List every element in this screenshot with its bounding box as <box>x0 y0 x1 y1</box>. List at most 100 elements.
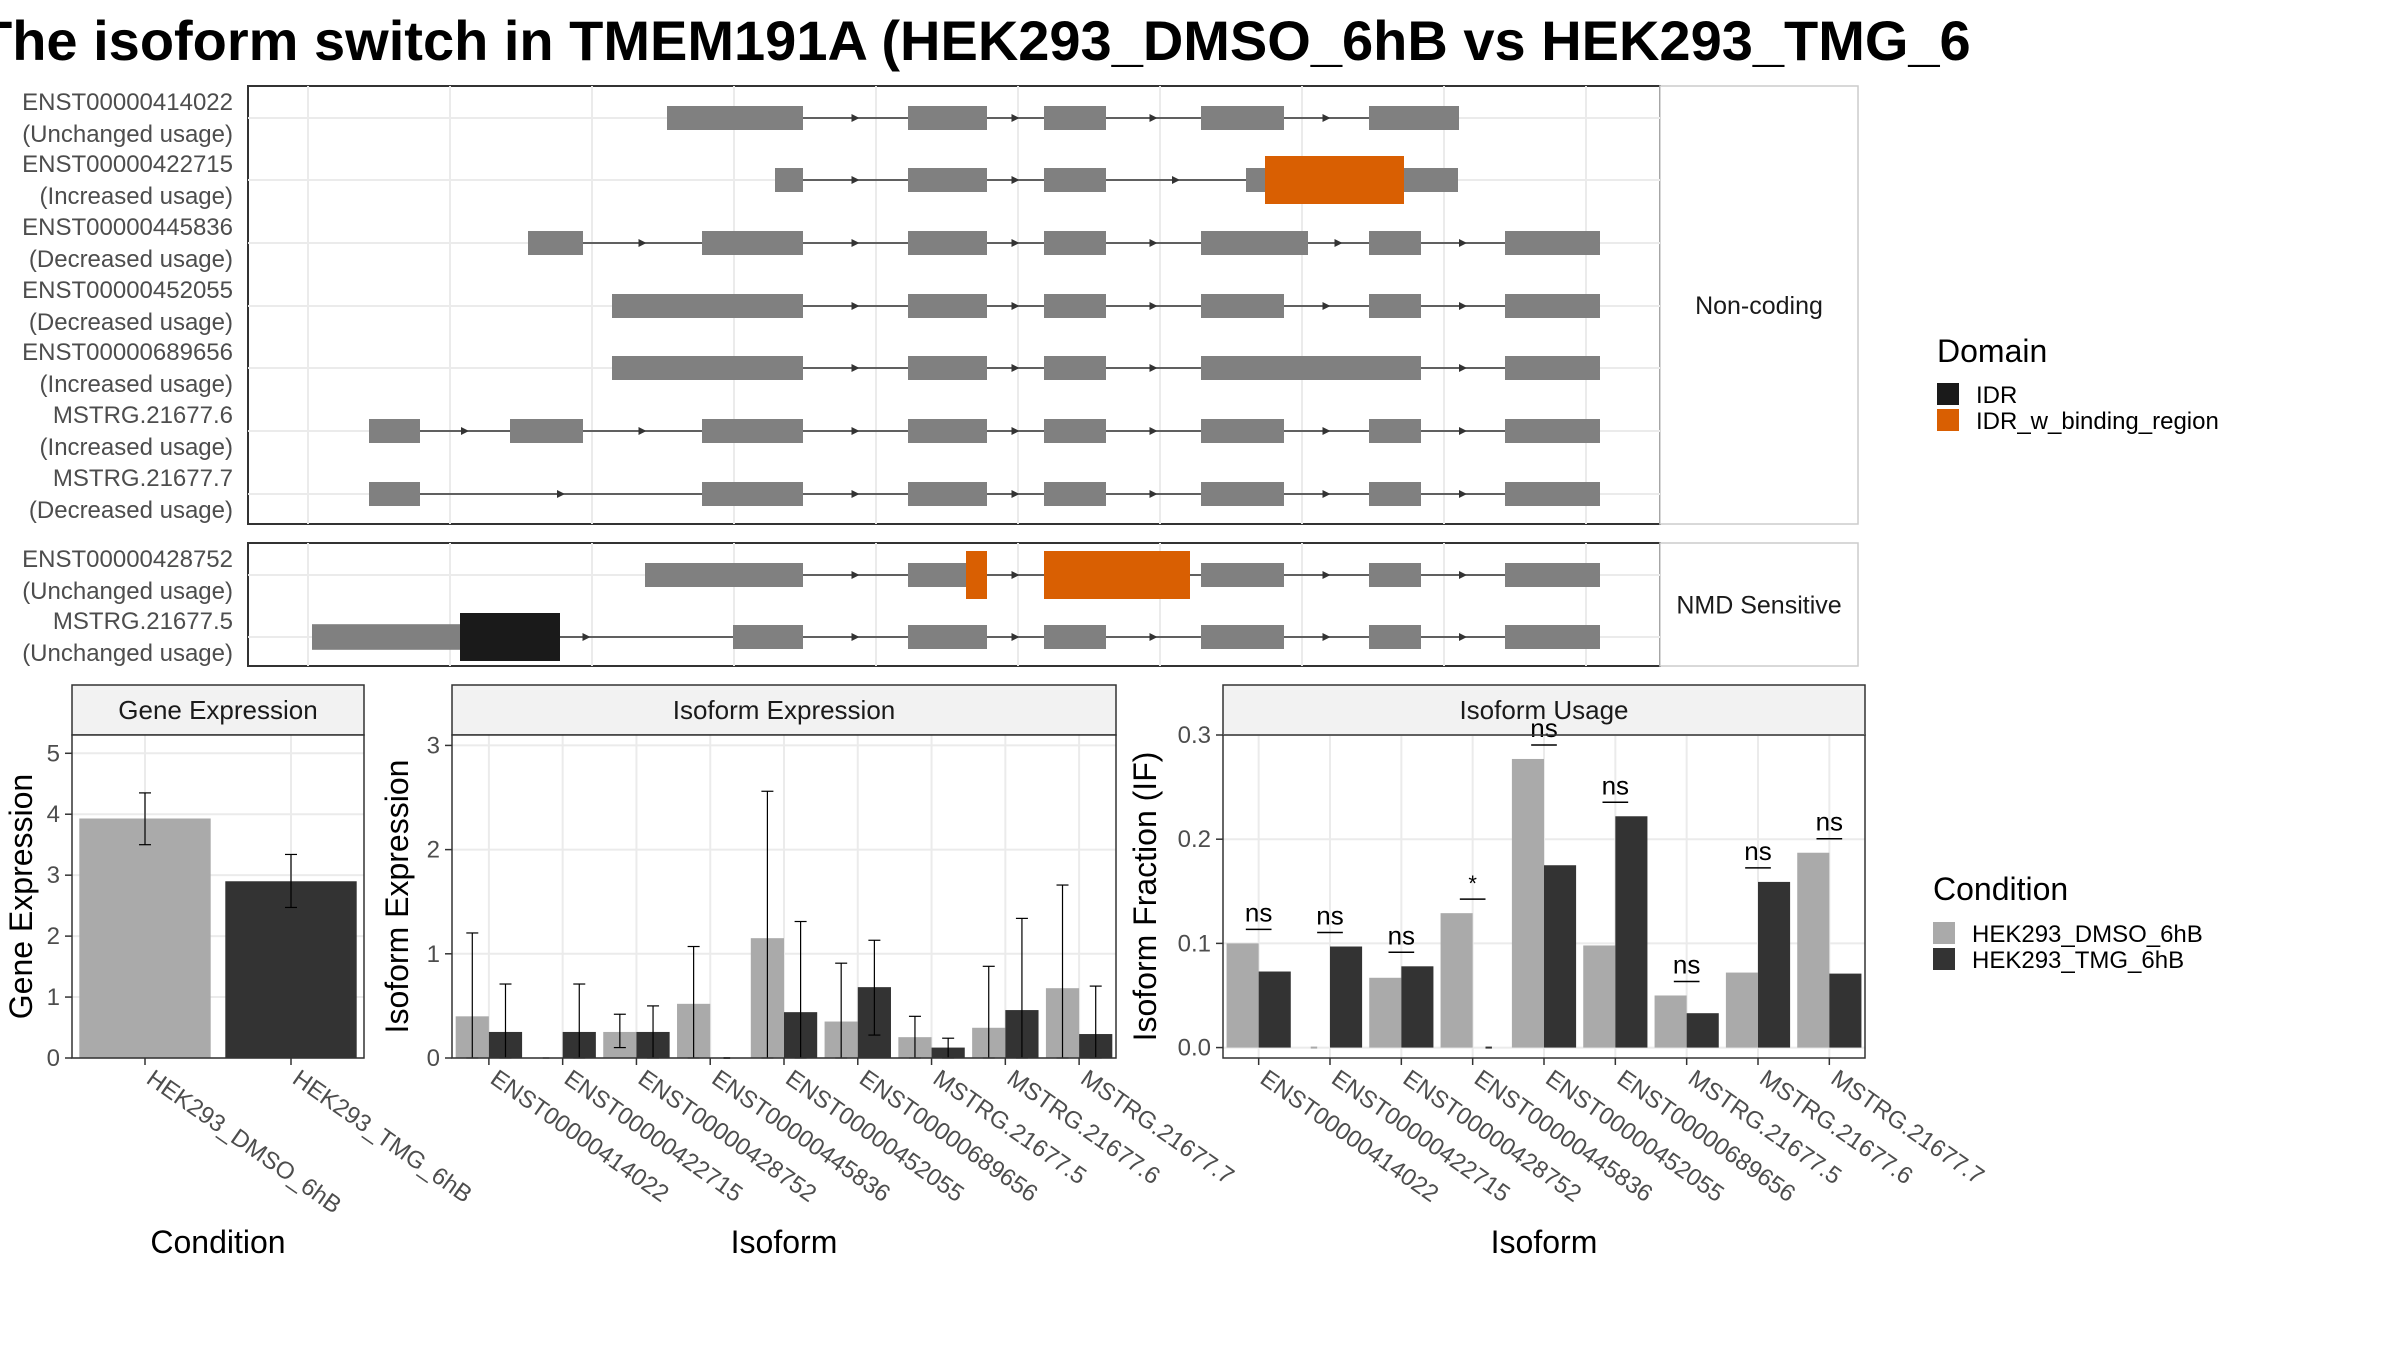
x-axis-title-isoform-usage: Isoform <box>1491 1224 1598 1260</box>
intron-direction-arrow <box>1459 571 1467 579</box>
exon-block <box>908 625 987 649</box>
transcript-usage-label: (Unchanged usage) <box>22 121 233 148</box>
condition-legend-label: HEK293_TMG_6hB <box>1972 947 2184 974</box>
intron-direction-arrow <box>1322 302 1331 310</box>
transcript-id-label: ENST00000414022 <box>22 89 233 116</box>
bar-isoform-usage <box>1615 816 1648 1048</box>
intron-direction-arrow <box>1459 490 1467 498</box>
intron-direction-arrow <box>1011 633 1020 641</box>
exon-block <box>528 231 583 255</box>
transcript-id-label: ENST00000689656 <box>22 339 233 366</box>
intron-direction-arrow <box>638 239 647 247</box>
exon-block <box>908 356 987 380</box>
intron-direction-arrow <box>1459 633 1467 641</box>
exon-block <box>702 231 803 255</box>
condition-legend-label: HEK293_DMSO_6hB <box>1972 921 2203 948</box>
intron-direction-arrow <box>1149 633 1158 641</box>
transcript-usage-label: (Decreased usage) <box>29 497 233 524</box>
bar-isoform-usage <box>1258 971 1291 1048</box>
y-tick-label-gene: 3 <box>47 862 60 889</box>
intron-direction-arrow <box>1172 176 1180 184</box>
domain-legend-title: Domain <box>1937 333 2047 369</box>
facet-strip-2 <box>1659 542 1859 667</box>
transcript-usage-label: (Unchanged usage) <box>22 578 233 605</box>
exon-block <box>1201 625 1284 649</box>
intron-direction-arrow <box>851 302 860 310</box>
exon-block <box>1505 419 1600 443</box>
bar-isoform-usage <box>1725 972 1758 1048</box>
intron-direction-arrow <box>1011 114 1020 122</box>
y-tick-label-gene: 2 <box>47 923 60 950</box>
exon-block <box>1201 106 1284 130</box>
intron-direction-arrow <box>1322 490 1331 498</box>
exon-block <box>702 482 803 506</box>
y-axis-title-isoform-expr: Isoform Expression <box>379 760 415 1034</box>
intron-direction-arrow <box>1149 239 1158 247</box>
y-tick-label-isoform-expr: 0 <box>427 1045 440 1072</box>
strip-isoform-usage <box>1222 684 1866 736</box>
exon-block <box>1369 106 1459 130</box>
intron-direction-arrow <box>851 176 860 184</box>
significance-label: ns <box>1245 897 1272 927</box>
intron-direction-arrow <box>582 633 591 641</box>
exon-block <box>1369 482 1421 506</box>
transcript-id-label: ENST00000445836 <box>22 214 233 241</box>
bar-isoform-usage <box>1330 946 1363 1048</box>
intron-direction-arrow <box>1011 490 1020 498</box>
intron-direction-arrow <box>557 490 565 498</box>
strip-isoform-expr <box>451 684 1117 736</box>
exon-block <box>775 168 803 192</box>
utr-block <box>312 624 460 650</box>
domain-legend-label: IDR_w_binding_region <box>1976 408 2219 435</box>
exon-block <box>667 106 803 130</box>
significance-label: * <box>1468 871 1477 896</box>
intron-direction-arrow <box>1011 302 1020 310</box>
transcript-id-label: MSTRG.21677.6 <box>53 402 233 429</box>
intron-direction-arrow <box>1149 427 1158 435</box>
exon-block <box>1505 231 1600 255</box>
strip-label-gene: Gene Expression <box>118 695 317 725</box>
bar-isoform-usage <box>1226 943 1259 1048</box>
exon-block <box>908 482 987 506</box>
exon-block <box>369 482 420 506</box>
y-tick-label-isoform-usage: 0.0 <box>1178 1035 1211 1062</box>
legend-swatch-dmso <box>1933 922 1955 944</box>
intron-direction-arrow <box>1011 239 1020 247</box>
intron-direction-arrow <box>1322 571 1331 579</box>
transcript-id-label: MSTRG.21677.5 <box>53 608 233 635</box>
significance-label: ns <box>1388 920 1415 950</box>
exon-block <box>1369 231 1421 255</box>
intron-direction-arrow <box>1322 633 1331 641</box>
exon-block <box>1201 294 1284 318</box>
intron-direction-arrow <box>1334 239 1343 247</box>
bar-isoform-usage <box>1440 913 1473 1048</box>
facet-strip-1 <box>1659 85 1859 525</box>
condition-legend-title: Condition <box>1933 871 2068 907</box>
intron-direction-arrow <box>851 114 860 122</box>
strip-label-isoform-usage: Isoform Usage <box>1459 695 1628 725</box>
panel-border-isoform-expr <box>451 734 1117 1059</box>
exon-block <box>908 106 987 130</box>
bar-isoform-usage <box>1654 995 1687 1048</box>
bar-isoform-usage <box>1369 977 1402 1048</box>
intron-direction-arrow <box>851 571 860 579</box>
exon-block <box>733 625 803 649</box>
figure-title: The isoform switch in TMEM191A (HEK293_D… <box>0 9 1971 72</box>
bar-isoform-usage <box>1511 758 1544 1048</box>
significance-label: ns <box>1673 949 1700 979</box>
legend-swatch-tmg <box>1933 948 1955 970</box>
exon-block <box>1044 168 1106 192</box>
y-tick-label-gene: 4 <box>47 801 60 828</box>
exon-block <box>702 419 803 443</box>
exon-block <box>1044 294 1106 318</box>
exon-block <box>612 294 803 318</box>
exon-block <box>1044 419 1106 443</box>
idr-binding-domain <box>1265 156 1404 204</box>
transcript-id-label: ENST00000452055 <box>22 277 233 304</box>
exon-block <box>1505 625 1600 649</box>
intron-direction-arrow <box>1011 427 1020 435</box>
exon-block <box>1044 231 1106 255</box>
exon-block <box>645 563 803 587</box>
exon-block <box>1369 419 1421 443</box>
exon-block <box>1369 563 1421 587</box>
